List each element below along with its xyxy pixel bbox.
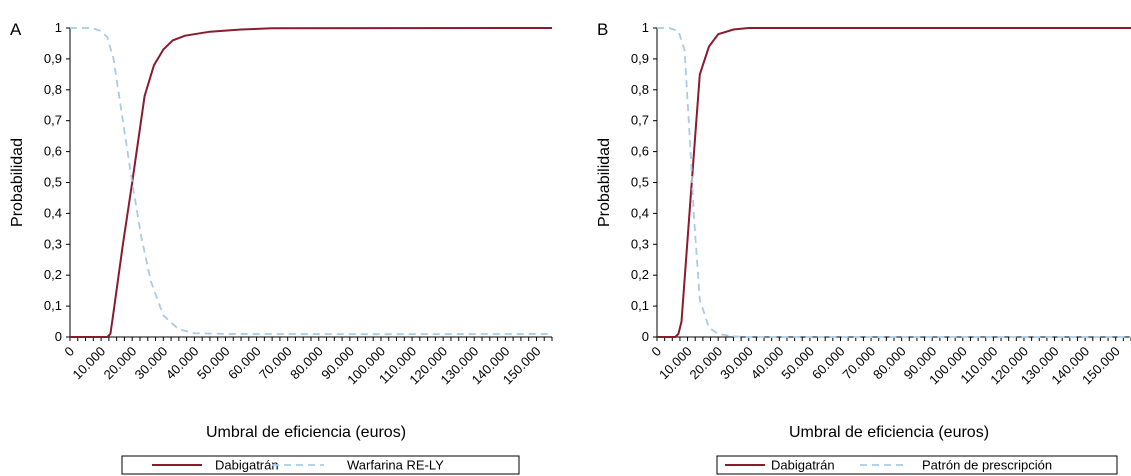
legend: Dabigatrán Warfarina RE-LY: [121, 455, 520, 475]
y-tick-label: 0,1: [631, 298, 649, 313]
y-tick-label: 0,6: [631, 144, 649, 159]
x-tick-label: 60.000: [809, 344, 848, 383]
x-tick-label: 20.000: [101, 344, 140, 383]
y-tick-label: 0,5: [44, 175, 62, 190]
y-tick-label: 0,8: [631, 82, 649, 97]
x-tick-label: 60.000: [225, 344, 264, 383]
y-tick-label: 0,4: [631, 205, 649, 220]
legend-label: Dabigatrán: [215, 458, 279, 473]
y-tick-label: 1: [55, 20, 62, 35]
y-tick-label: 0,4: [44, 205, 62, 220]
y-tick-label: 0,3: [631, 236, 649, 251]
chart-panel-b: B00,10,20,30,40,50,60,70,80,91010.00020.…: [596, 20, 1131, 475]
series-line-dabigatran: [70, 27, 553, 338]
x-tick-label: 30.000: [132, 344, 171, 383]
legend-box: [716, 455, 1118, 475]
x-axis-title: Umbral de eficiencia (euros): [789, 424, 989, 441]
legend-label: Warfarina RE-LY: [347, 458, 444, 473]
x-tick-label: 70.000: [839, 344, 878, 383]
x-axis-title: Umbral de eficiencia (euros): [206, 424, 406, 441]
x-tick-label: 40.000: [163, 344, 202, 383]
y-tick-label: 0,5: [631, 175, 649, 190]
x-tick-label: 20.000: [687, 344, 726, 383]
y-tick-label: 0,1: [44, 298, 62, 313]
x-tick-label: 80.000: [287, 344, 326, 383]
chart-panel-a: A00,10,20,30,40,50,60,70,80,91010.00020.…: [9, 20, 553, 475]
x-tick-label: 50.000: [194, 344, 233, 383]
legend-label: Dabigatrán: [771, 458, 835, 473]
x-tick-label: 10.000: [656, 344, 695, 383]
panel-letter: B: [597, 20, 608, 39]
series-line-comparator: [70, 27, 553, 336]
y-tick-label: 0: [642, 329, 649, 344]
x-tick-label: 10.000: [69, 344, 108, 383]
x-tick-label: 80.000: [870, 344, 909, 383]
x-tick-label: 0: [61, 344, 77, 360]
y-tick-label: 0,2: [631, 267, 649, 282]
y-tick-label: 0,9: [44, 51, 62, 66]
y-tick-label: 0,6: [44, 144, 62, 159]
x-tick-label: 50.000: [778, 344, 817, 383]
legend-label: Patrón de prescripción: [922, 458, 1052, 473]
y-tick-label: 0,3: [44, 236, 62, 251]
x-tick-label: 40.000: [748, 344, 787, 383]
x-tick-label: 0: [648, 344, 664, 360]
y-tick-label: 0,2: [44, 267, 62, 282]
panel-letter: A: [10, 20, 22, 39]
y-tick-label: 0,7: [631, 113, 649, 128]
y-axis-title: Probabilidad: [9, 138, 26, 227]
y-tick-label: 0,9: [631, 51, 649, 66]
y-tick-label: 0,7: [44, 113, 62, 128]
series-line-dabigatran: [657, 27, 1131, 338]
y-axis-title: Probabilidad: [596, 138, 613, 227]
x-tick-label: 70.000: [256, 344, 295, 383]
y-tick-label: 0,8: [44, 82, 62, 97]
y-tick-label: 0: [55, 329, 62, 344]
legend: Dabigatrán Patrón de prescripción: [716, 455, 1118, 475]
series-line-comparator: [657, 27, 1131, 338]
x-tick-label: 30.000: [717, 344, 756, 383]
y-tick-label: 1: [642, 20, 649, 35]
